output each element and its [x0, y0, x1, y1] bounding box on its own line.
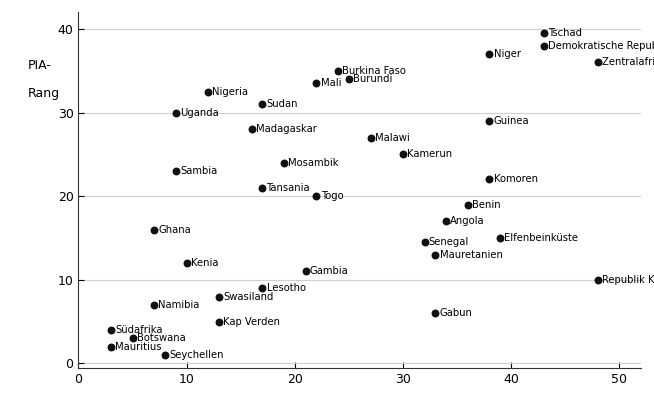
Text: Senegal: Senegal — [429, 237, 469, 247]
Point — [257, 285, 267, 291]
Text: Rang: Rang — [28, 87, 60, 100]
Text: Mauritius: Mauritius — [115, 342, 162, 352]
Text: Sudan: Sudan — [267, 99, 298, 109]
Text: Tschad: Tschad — [548, 28, 582, 38]
Point — [311, 80, 322, 86]
Point — [171, 109, 181, 116]
Text: Kenia: Kenia — [191, 258, 218, 268]
Point — [538, 42, 549, 49]
Point — [203, 88, 213, 95]
Point — [171, 168, 181, 174]
Text: Namibia: Namibia — [158, 300, 199, 310]
Text: PIA-: PIA- — [28, 59, 52, 72]
Text: Burkina Faso: Burkina Faso — [342, 66, 406, 76]
Text: Mali: Mali — [320, 78, 341, 88]
Point — [279, 160, 289, 166]
Text: Lesotho: Lesotho — [267, 283, 305, 293]
Point — [441, 218, 451, 225]
Point — [343, 76, 354, 82]
Text: Benin: Benin — [472, 200, 501, 210]
Text: Sambia: Sambia — [180, 166, 217, 176]
Text: Togo: Togo — [320, 191, 343, 201]
Point — [333, 67, 343, 74]
Point — [538, 30, 549, 36]
Point — [300, 268, 311, 275]
Text: Guinea: Guinea — [494, 116, 529, 126]
Text: Malawi: Malawi — [375, 133, 409, 143]
Point — [149, 302, 160, 308]
Point — [419, 239, 430, 245]
Point — [430, 251, 441, 258]
Text: Kap Verden: Kap Verden — [223, 317, 281, 326]
Point — [214, 318, 224, 325]
Text: Swasiland: Swasiland — [223, 292, 273, 301]
Point — [495, 235, 506, 241]
Point — [366, 135, 376, 141]
Text: Madagaskar: Madagaskar — [256, 124, 317, 134]
Text: Kamerun: Kamerun — [407, 149, 453, 159]
Point — [593, 277, 603, 283]
Point — [149, 226, 160, 233]
Point — [484, 176, 494, 183]
Text: Elfenbeinküste: Elfenbeinküste — [504, 233, 579, 243]
Text: Zentralafrikanische R: Zentralafrikanische R — [602, 57, 654, 67]
Point — [247, 126, 257, 133]
Point — [160, 352, 170, 358]
Text: Mosambik: Mosambik — [288, 158, 339, 168]
Text: Komoren: Komoren — [494, 175, 538, 184]
Point — [462, 201, 473, 208]
Point — [214, 293, 224, 300]
Point — [106, 327, 116, 333]
Text: Angola: Angola — [451, 216, 485, 226]
Text: Botswana: Botswana — [137, 333, 186, 343]
Point — [430, 310, 441, 316]
Point — [484, 51, 494, 57]
Point — [106, 343, 116, 350]
Text: Nigeria: Nigeria — [213, 86, 249, 97]
Text: Niger: Niger — [494, 49, 521, 59]
Text: Republik Kongo: Republik Kongo — [602, 275, 654, 285]
Text: Seychellen: Seychellen — [169, 350, 224, 360]
Point — [181, 260, 192, 266]
Point — [128, 335, 138, 342]
Text: Burundi: Burundi — [353, 74, 392, 84]
Text: Ghana: Ghana — [158, 225, 191, 235]
Text: Gambia: Gambia — [310, 267, 349, 276]
Text: Gabun: Gabun — [439, 308, 472, 318]
Text: Mauretanien: Mauretanien — [439, 250, 502, 260]
Point — [257, 185, 267, 191]
Point — [257, 101, 267, 107]
Point — [311, 193, 322, 200]
Text: Demokratische Republik Kon: Demokratische Republik Kon — [548, 40, 654, 50]
Point — [593, 59, 603, 65]
Text: Tansania: Tansania — [267, 183, 310, 193]
Text: Uganda: Uganda — [180, 107, 218, 118]
Point — [398, 151, 408, 158]
Point — [484, 118, 494, 124]
Text: Südafrika: Südafrika — [115, 325, 163, 335]
